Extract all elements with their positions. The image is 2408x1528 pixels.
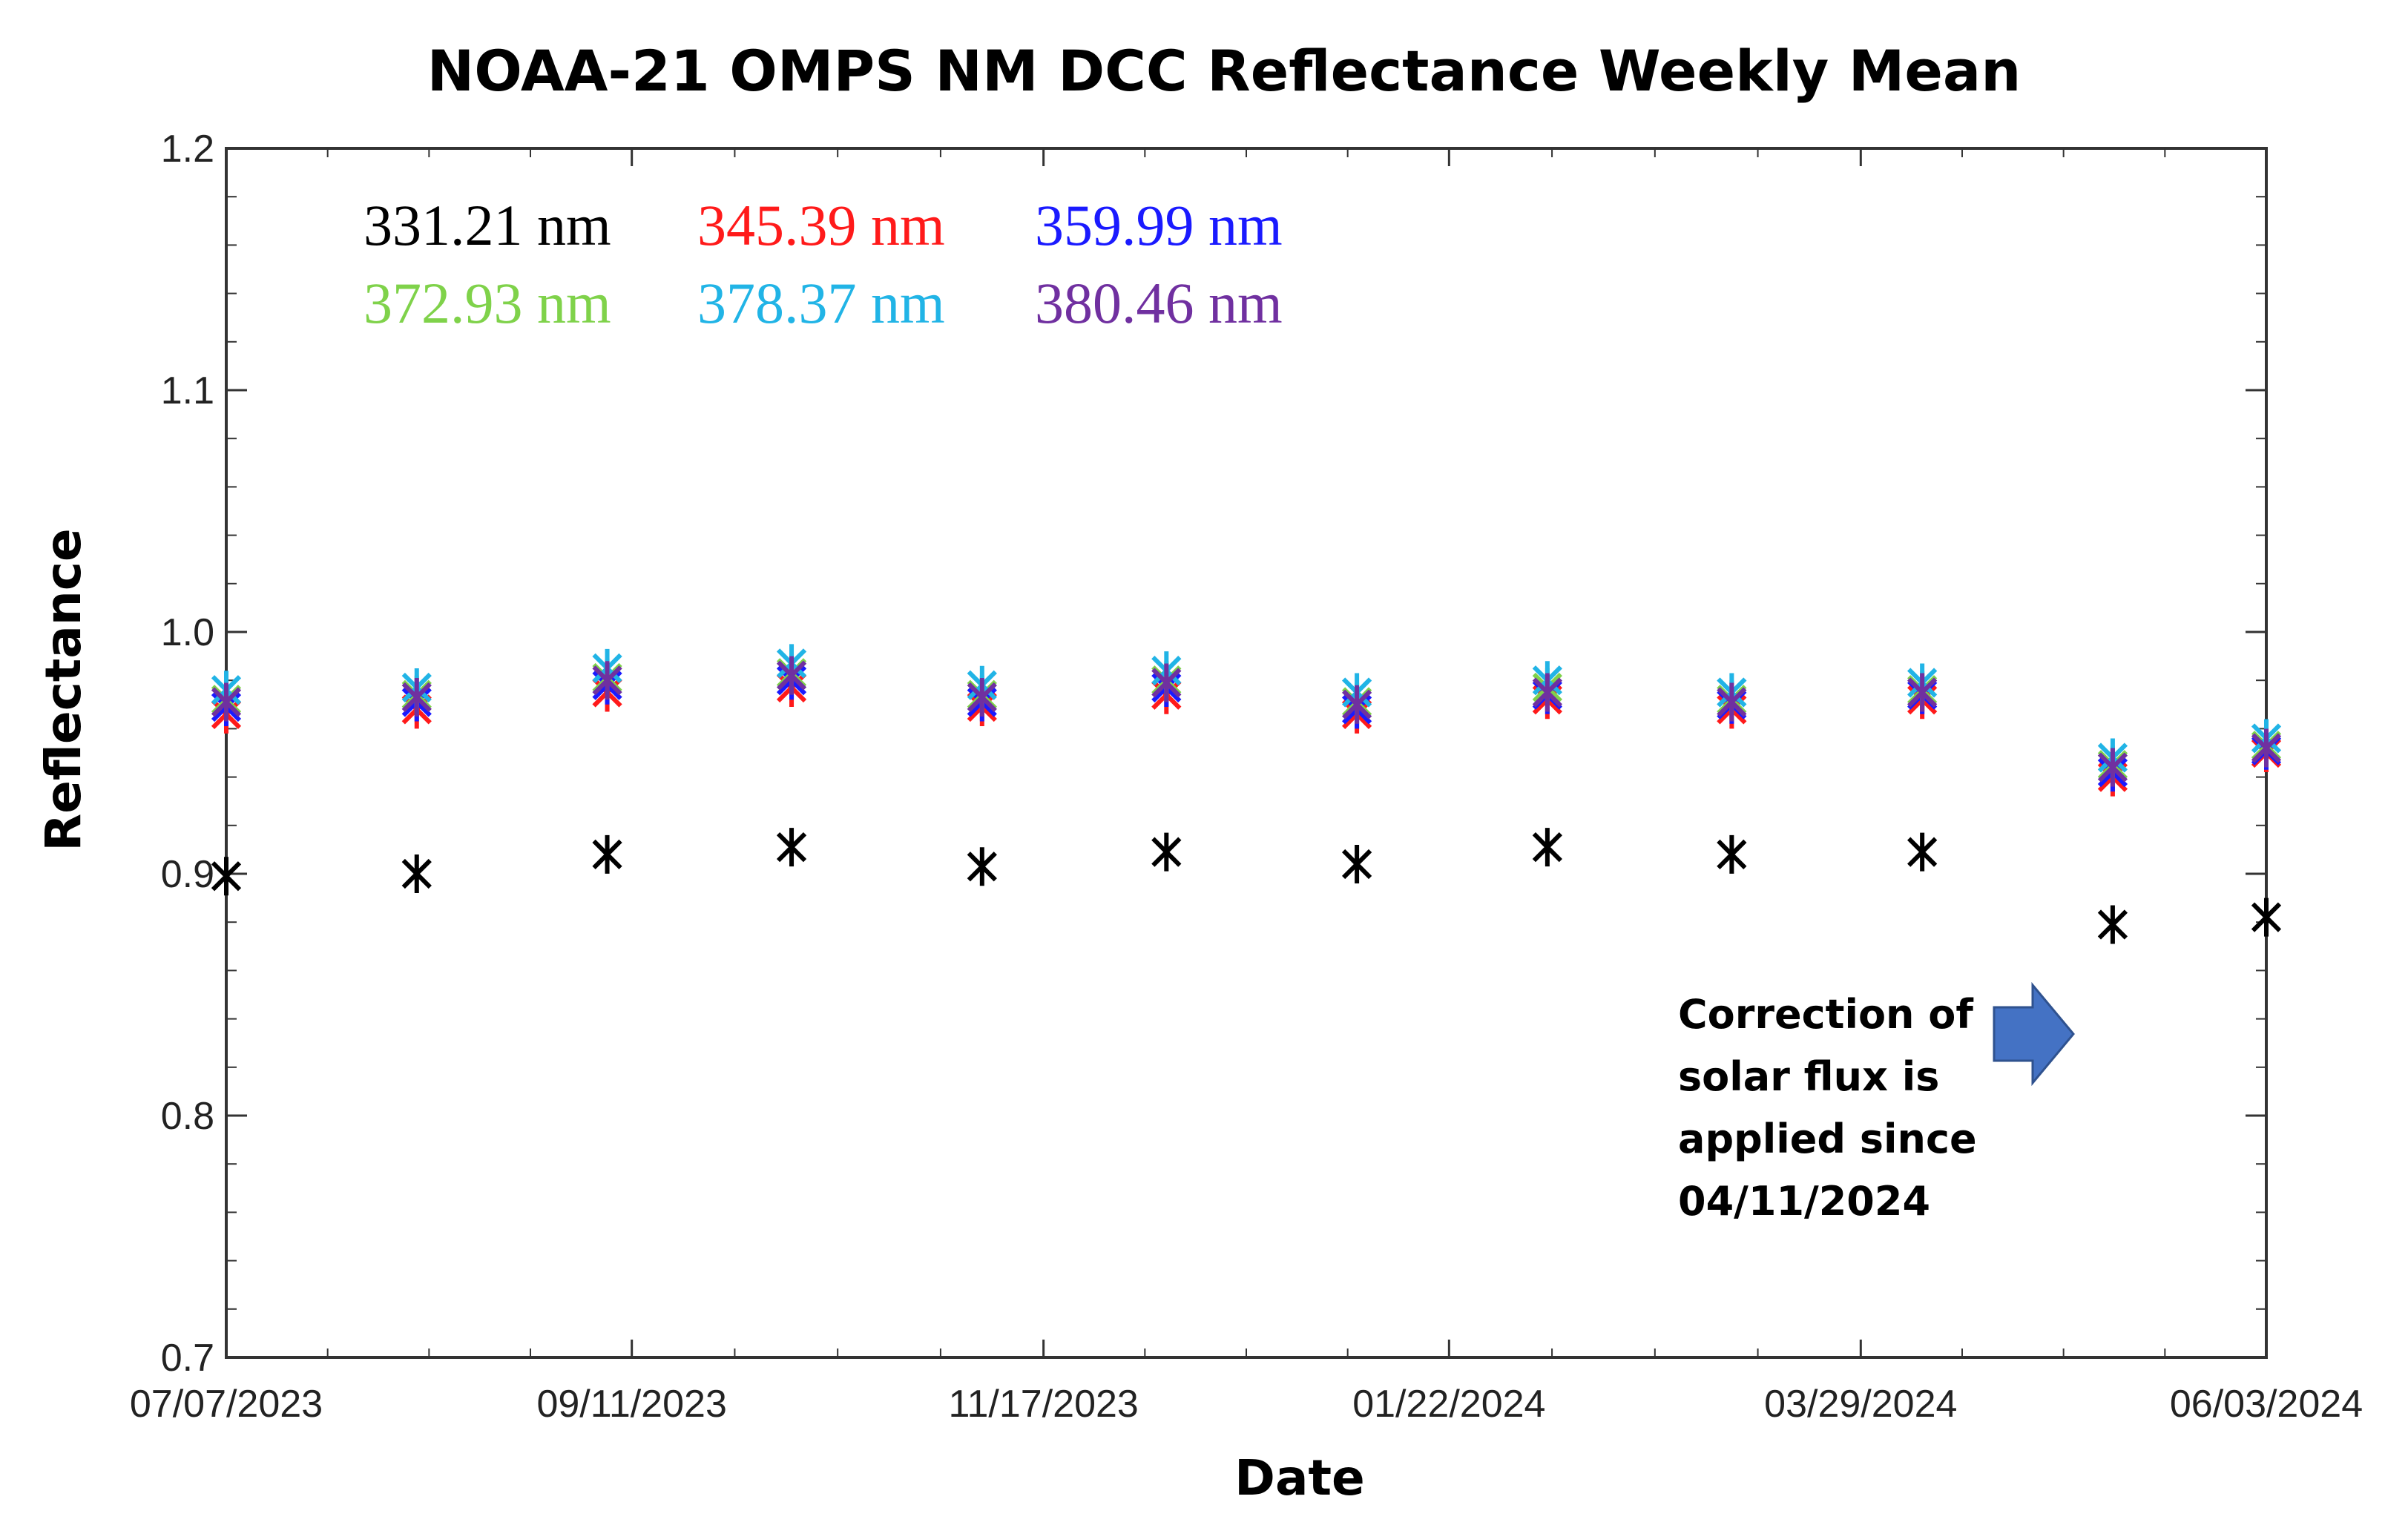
data-point (776, 656, 807, 695)
data-point (211, 682, 242, 722)
x-tick-label: 07/07/2023 (130, 1383, 323, 1426)
data-point (1907, 673, 1938, 712)
data-point (211, 857, 242, 896)
data-point (2251, 898, 2282, 937)
x-tick-label: 03/29/2024 (1764, 1383, 1957, 1426)
data-point (1151, 663, 1182, 702)
legend-entry: 372.93 nm (363, 271, 611, 335)
annotation-line: solar flux is (1678, 1053, 1939, 1100)
legend-entry: 380.46 nm (1035, 271, 1283, 335)
y-axis-label: Reflectance (35, 528, 92, 851)
chart-title-group: NOAA-21 OMPS NM DCC Reflectance Weekly M… (427, 38, 2022, 104)
data-point (967, 847, 997, 886)
chart-title: NOAA-21 OMPS NM DCC Reflectance Weekly M… (427, 38, 2022, 104)
legend-entry: 359.99 nm (1035, 193, 1283, 257)
legend: 331.21 nm 345.39 nm 359.99 nm 372.93 nm 378.… (363, 193, 1283, 335)
data-point (1341, 685, 1372, 724)
annotation-line: Correction of (1678, 991, 1973, 1038)
series-380-46-nm (211, 656, 2282, 787)
legend-entry: 345.39 nm (697, 193, 945, 257)
y-tick-label: 0.7 (161, 1337, 214, 1380)
right-arrow-icon (1993, 981, 2075, 1087)
data-point (2097, 748, 2128, 787)
annotation: Correction of solar flux is applied since 0… (1678, 981, 2075, 1225)
data-point (776, 828, 807, 867)
data-point (1532, 673, 1562, 712)
data-point (592, 661, 622, 700)
data-point (1907, 832, 1938, 872)
data-point (401, 678, 432, 717)
x-tick-label: 01/22/2024 (1352, 1383, 1545, 1426)
series-331-21-nm (211, 828, 2282, 944)
x-tick-label: 09/11/2023 (536, 1383, 726, 1426)
x-axis-ticks: 07/07/2023 09/11/2023 11/17/2023 01/22/2024… (130, 148, 2363, 1426)
y-axis-ticks: 0.7 0.8 0.9 1.0 1.1 1.2 (161, 128, 2266, 1380)
legend-entry: 331.21 nm (363, 193, 611, 257)
data-point (2097, 905, 2128, 944)
x-tick-label: 11/17/2023 (948, 1383, 1138, 1426)
x-axis-label: Date (1234, 1449, 1365, 1506)
series-345-39-nm (211, 668, 2282, 797)
data-point (1151, 832, 1182, 872)
x-tick-label: 06/03/2024 (2170, 1383, 2363, 1426)
data-point (967, 678, 997, 717)
y-tick-label: 1.0 (161, 611, 214, 654)
series-372-93-nm (211, 653, 2282, 785)
data-point (401, 854, 432, 893)
annotation-line: applied since (1678, 1116, 1977, 1162)
y-tick-label: 0.8 (161, 1095, 214, 1138)
data-point (1532, 828, 1562, 867)
y-tick-label: 1.1 (161, 369, 214, 412)
data-points (211, 644, 2282, 944)
series-359-99-nm (211, 661, 2282, 792)
series-378-37-nm (211, 644, 2282, 777)
data-point (1717, 682, 1747, 722)
annotation-line: 04/11/2024 (1678, 1178, 1930, 1225)
legend-entry: 378.37 nm (697, 271, 945, 335)
data-point (592, 834, 622, 874)
data-point (2251, 728, 2282, 768)
data-point (1341, 844, 1372, 883)
y-tick-label: 0.9 (161, 853, 214, 896)
data-point (1717, 834, 1747, 874)
y-tick-label: 1.2 (161, 128, 214, 171)
